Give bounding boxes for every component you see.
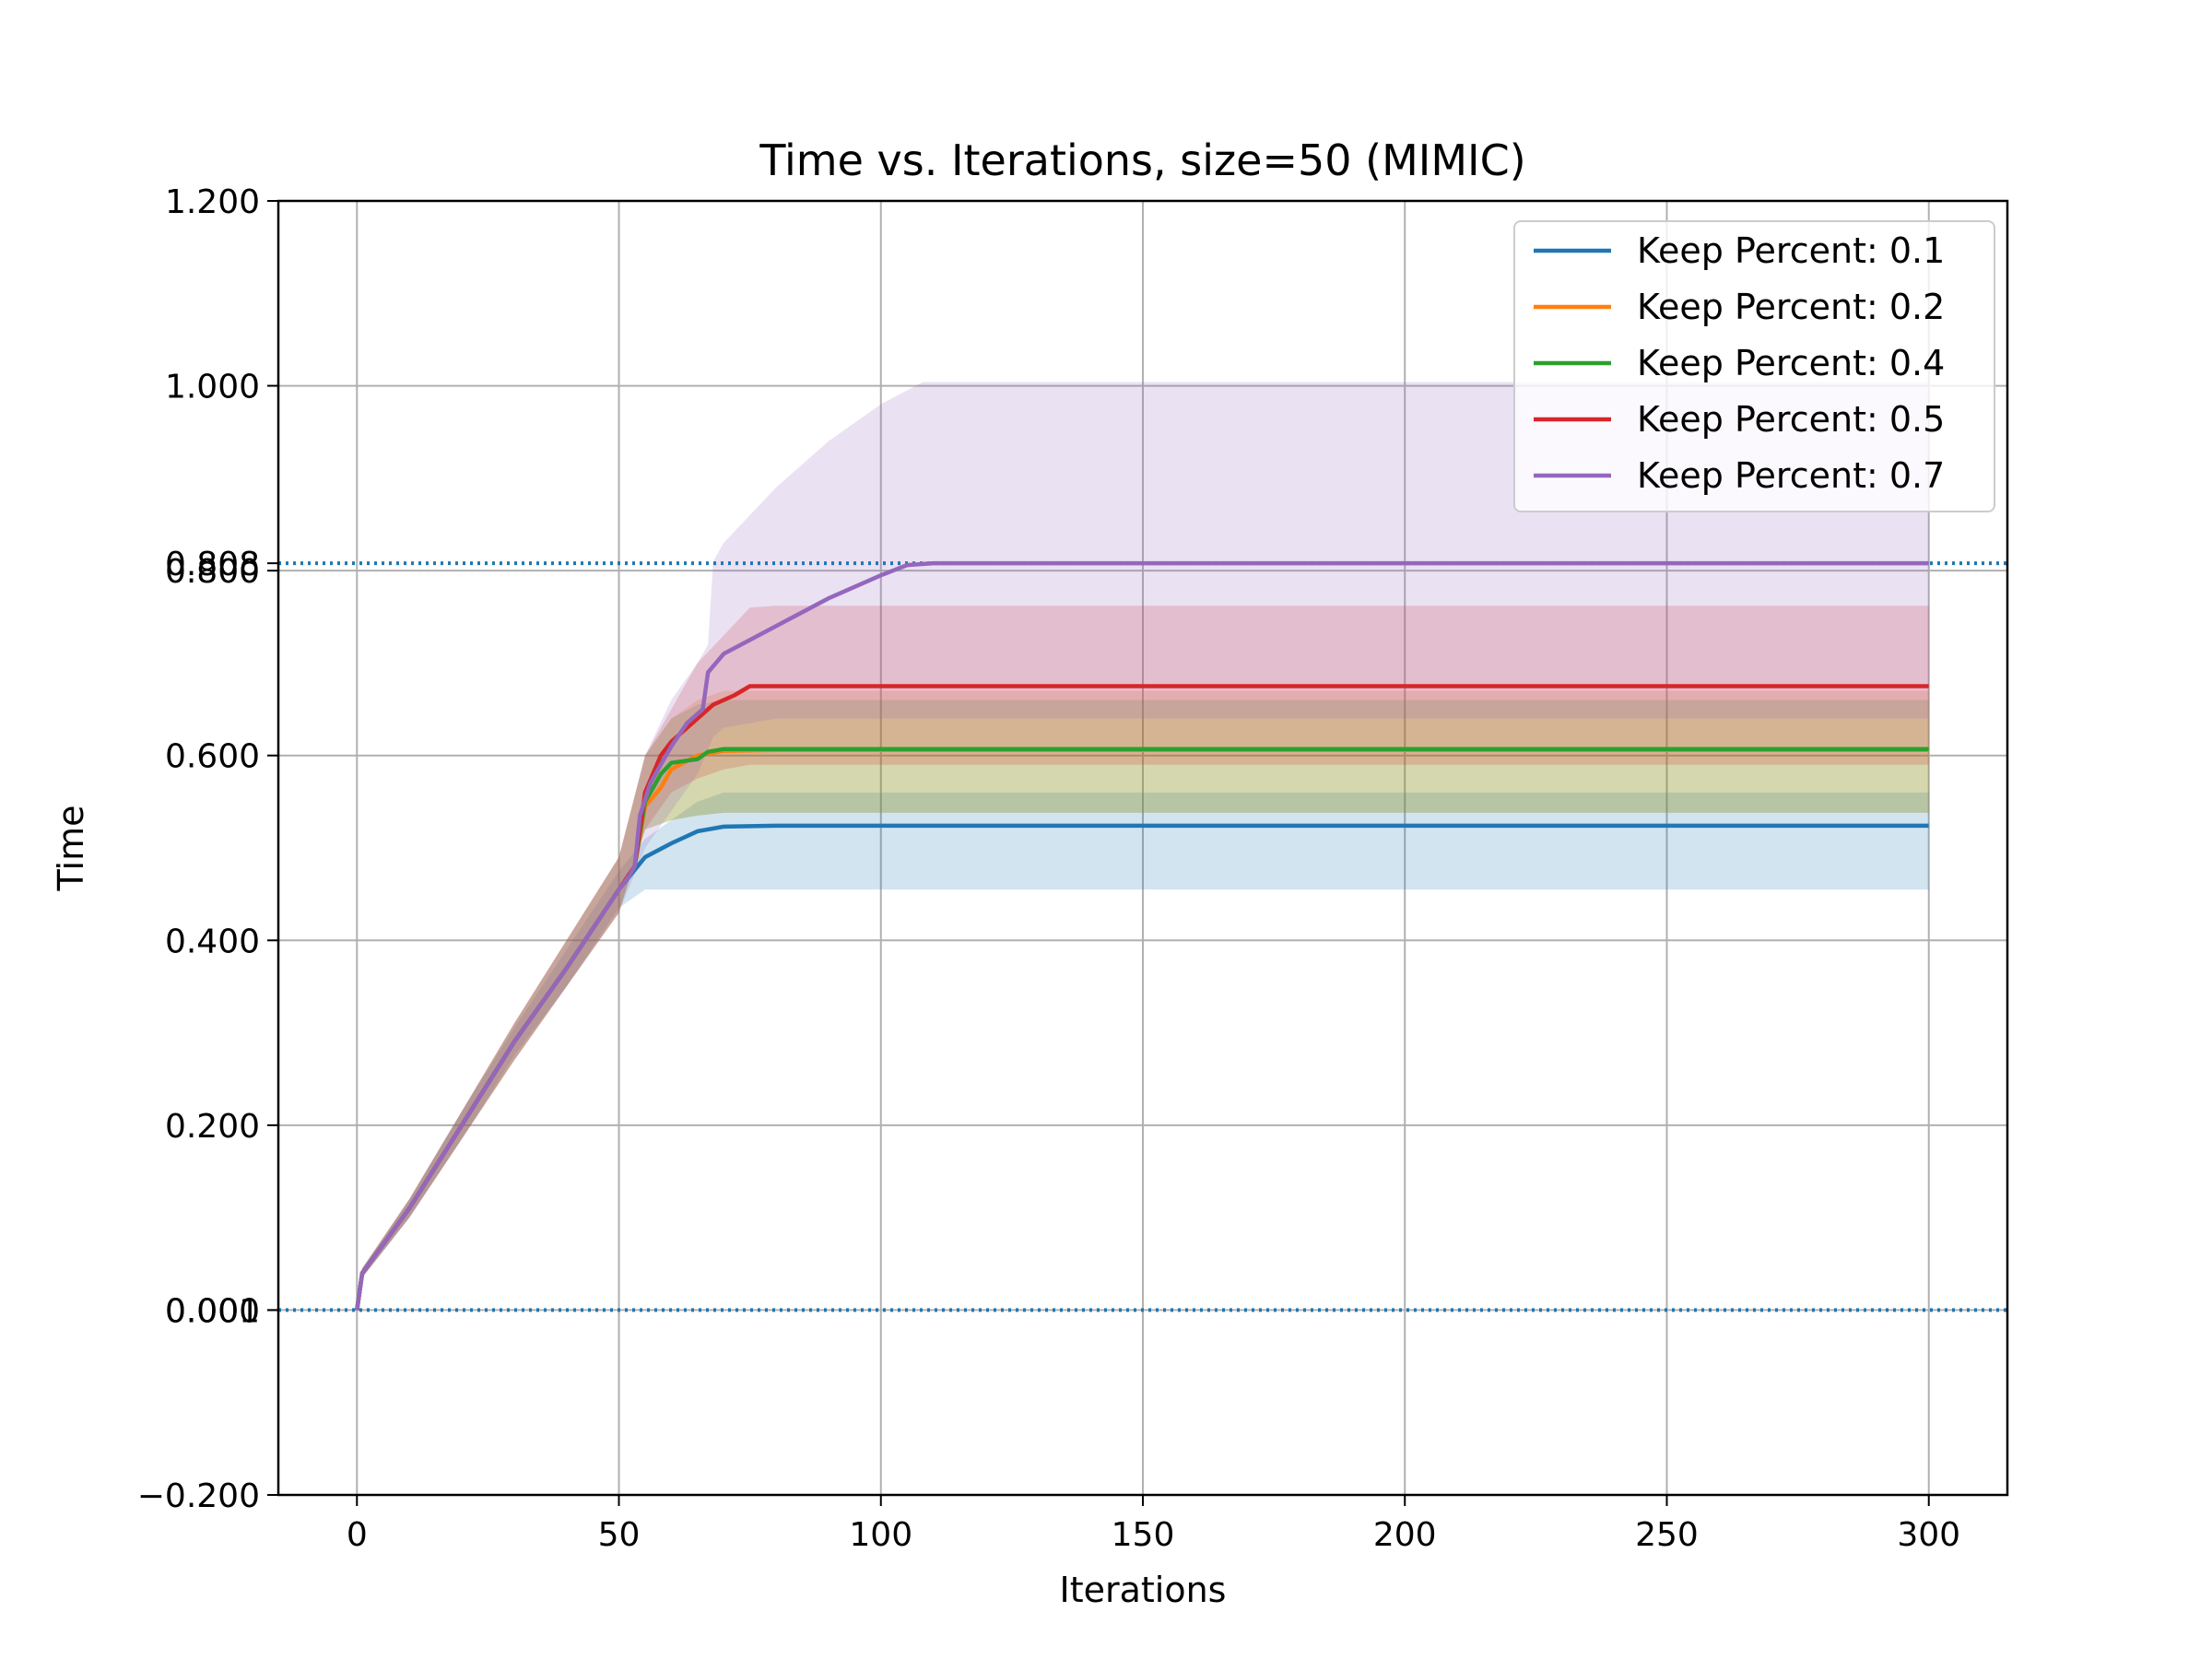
- y-tick-label: −0.200: [137, 1477, 260, 1515]
- x-tick-label: 100: [849, 1516, 912, 1554]
- y-tick-label: 0.400: [165, 923, 260, 960]
- series-line: [355, 560, 1929, 1311]
- y-tick-label: 1.000: [165, 369, 260, 406]
- x-tick-label: 0: [347, 1516, 368, 1554]
- legend-box: [1513, 220, 1995, 512]
- x-tick-label: 150: [1112, 1516, 1175, 1554]
- y-extra-tick-label: 0.808: [165, 546, 260, 583]
- confidence-band: [357, 606, 1929, 1311]
- legend-label: Keep Percent: 0.4: [1637, 343, 1945, 383]
- legend-label: Keep Percent: 0.2: [1637, 287, 1945, 327]
- y-axis-ticks: −0.200 0.000 0.200 0.400 0.600 0.800 1.000 1.20…: [137, 183, 278, 1515]
- x-tick-label: 300: [1897, 1516, 1960, 1554]
- x-axis-label: Iterations: [1060, 1570, 1227, 1610]
- x-tick-label: 50: [598, 1516, 641, 1554]
- confidence-band: [357, 690, 1929, 1311]
- y-axis-label: Time: [51, 806, 91, 892]
- y-tick-label: 0.000: [165, 1292, 260, 1330]
- confidence-band: [357, 792, 1929, 1311]
- legend-label: Keep Percent: 0.5: [1637, 399, 1945, 440]
- x-tick-label: 200: [1373, 1516, 1437, 1554]
- x-tick-label: 250: [1635, 1516, 1699, 1554]
- x-axis-ticks: 0 50 100 150 200 250 300: [347, 1495, 1960, 1554]
- y-extra-tick-label: 0.001: [165, 1292, 260, 1330]
- series-lines: [355, 560, 1929, 1311]
- chart-title: Time vs. Iterations, size=50 (MIMIC): [759, 135, 1525, 185]
- y-tick-label: 1.200: [165, 183, 260, 221]
- y-tick-label: 0.800: [165, 553, 260, 591]
- y-tick-label: 0.600: [165, 738, 260, 776]
- legend-label: Keep Percent: 0.1: [1637, 230, 1945, 271]
- confidence-band: [357, 700, 1929, 1311]
- y-tick-label: 0.200: [165, 1108, 260, 1146]
- confidence-bands: [357, 382, 1929, 1311]
- legend: Keep Percent: 0.1 Keep Percent: 0.2 Keep P…: [1513, 220, 1995, 512]
- legend-label: Keep Percent: 0.7: [1637, 455, 1945, 496]
- confidence-band: [357, 382, 1929, 1311]
